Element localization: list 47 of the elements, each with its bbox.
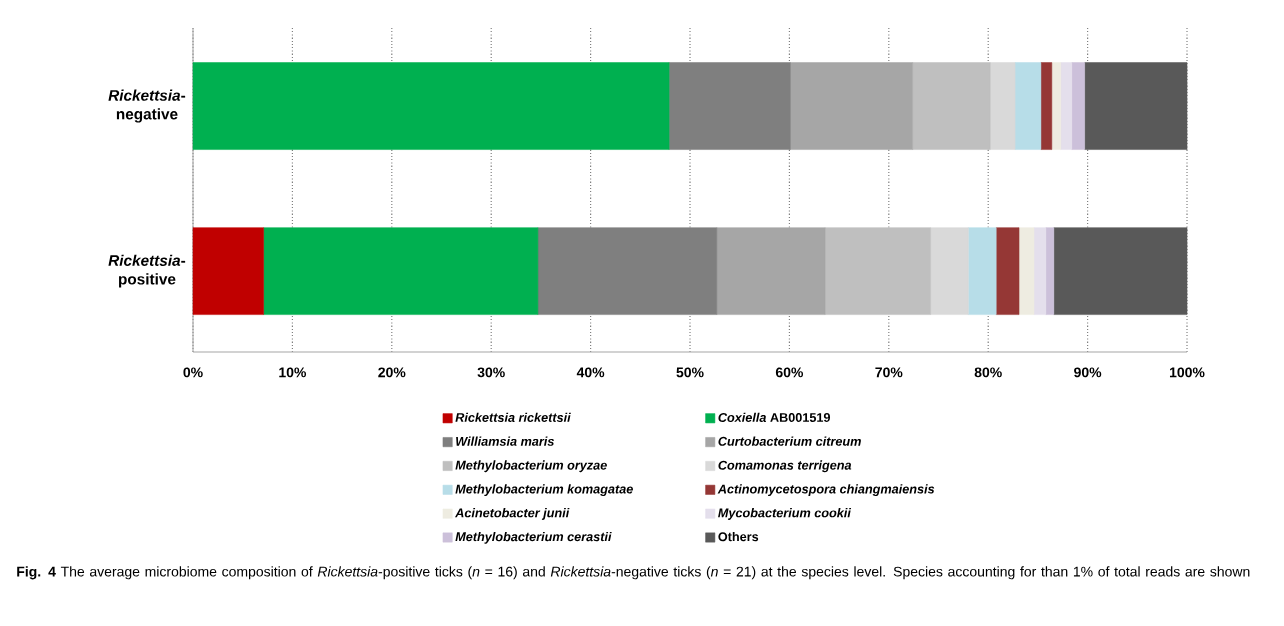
bar <box>912 62 991 150</box>
bar <box>930 227 969 315</box>
x-tick-label: 10% <box>279 367 307 378</box>
bar <box>537 227 718 315</box>
x-tick-label: 20% <box>378 367 406 378</box>
legend-label: Methylobacterium cerastii <box>455 531 612 544</box>
bar <box>668 62 791 150</box>
bar <box>1033 227 1047 315</box>
legend-label: Acinetobacter junii <box>454 508 570 520</box>
bar <box>716 227 826 315</box>
bar <box>995 227 1020 315</box>
bar <box>1053 227 1188 315</box>
bar <box>824 227 931 315</box>
legend-label: Actinomycetospora chiangmaiensis <box>717 484 935 497</box>
bar <box>1018 227 1035 315</box>
legend-label: Coxiella AB001519 <box>718 412 831 422</box>
x-tick-label: 0% <box>183 367 203 378</box>
y-tick-label: Rickettsia-positive <box>108 254 186 288</box>
bar <box>790 62 913 150</box>
legend-label: Williamsia maris <box>456 436 554 446</box>
bar <box>1051 62 1062 150</box>
legend-label: Curtobacterium citreum <box>718 436 861 446</box>
legend-label: Rickettsia rickettsii <box>455 412 571 422</box>
bar <box>192 227 264 315</box>
y-tick-label: Rickettsia-negative <box>108 89 186 123</box>
bar <box>1084 62 1188 150</box>
legend-label: Mycobacterium cookii <box>718 508 852 520</box>
bar <box>1071 62 1085 150</box>
x-tick-label: 40% <box>576 367 605 378</box>
x-tick-label: 50% <box>676 367 704 378</box>
bar <box>192 62 670 150</box>
text: Fig. 4 The average microbiome composition of Rickettsia-positive ticks (n = 16) and Rickettsia-negative ticks (n = 21) at the species level. Species accounting for than 1% of total reads are shown <box>17 566 1250 580</box>
x-tick-label: 60% <box>775 367 804 378</box>
x-tick-label: 30% <box>477 367 505 378</box>
x-tick-label: 80% <box>974 367 1002 378</box>
x-tick-label: 100% <box>1169 367 1205 378</box>
legend-label: Methylobacterium komagatae <box>455 484 633 497</box>
legend-label: Methylobacterium oryzae <box>455 460 607 473</box>
legend-label: Others <box>718 531 759 542</box>
x-tick-label: 90% <box>1074 367 1102 378</box>
bar <box>968 227 997 315</box>
bar <box>1014 62 1042 150</box>
bar <box>989 62 1016 150</box>
x-tick-label: 70% <box>875 367 903 378</box>
legend-label: Comamonas terrigena <box>718 460 852 473</box>
bar <box>1060 62 1072 150</box>
bar <box>263 227 539 315</box>
